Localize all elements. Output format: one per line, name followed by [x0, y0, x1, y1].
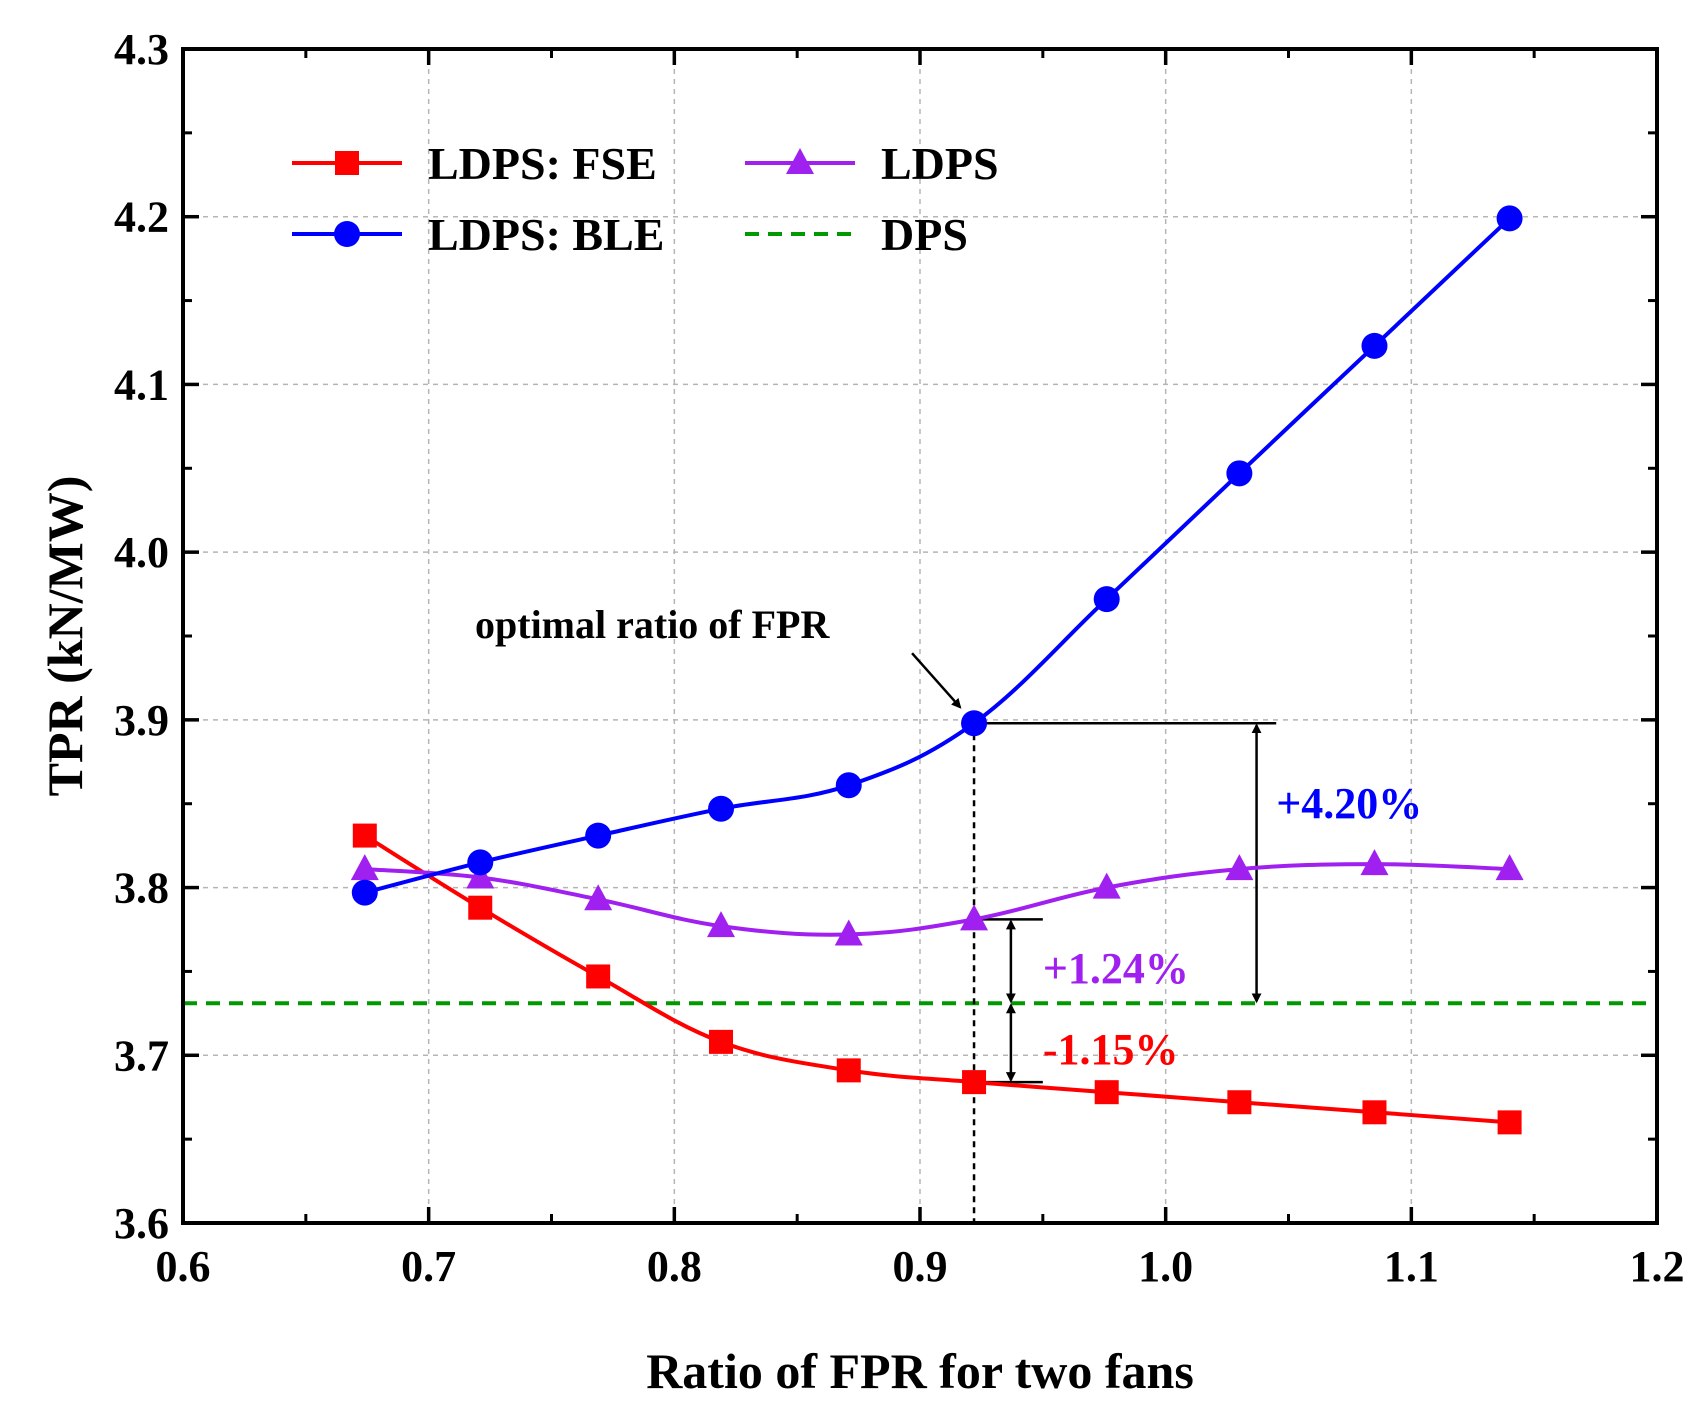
ldps-fse-point [709, 1029, 734, 1054]
ldps-ble-point [1093, 586, 1120, 613]
y-axis-title: TPR (kN/MW) [37, 476, 93, 797]
annotation-fse-loss: -1.15% [1043, 1025, 1179, 1074]
x-tick-label: 0.7 [401, 1242, 456, 1291]
ldps-fse-point [836, 1058, 861, 1083]
ldps-fse-point [1227, 1090, 1252, 1115]
ldps-ble-point [708, 795, 735, 822]
x-tick-label: 0.8 [647, 1242, 702, 1291]
x-tick-label: 1.2 [1630, 1242, 1685, 1291]
ldps-ble-point [351, 879, 378, 906]
legend-marker-ldps [786, 148, 814, 174]
ldps-ble-line [364, 216, 1511, 895]
ldps-fse-line [363, 833, 1510, 1125]
ldps-point [834, 919, 863, 946]
legend-marker-ldps-fse [335, 151, 359, 175]
legend-label-ldps-fse: LDPS: FSE [428, 138, 657, 189]
y-tick-label: 3.6 [114, 1199, 169, 1248]
axis-ticks: 0.6 0.7 0.8 0.9 1.0 1.1 1.2 3.6 3.7 3.8 3.9 4.0 4.1 4… [114, 25, 1685, 1291]
legend-item-ldps-fse: LDPS: FSE [292, 138, 657, 189]
legend: LDPS: FSE LDPS: BLE LDPS DPS [292, 138, 999, 260]
x-tick-label: 0.6 [156, 1242, 211, 1291]
ldps-fse-point [1094, 1080, 1119, 1105]
ldps-point [707, 911, 736, 938]
ldps-ble-point [1496, 205, 1523, 232]
y-tick-label: 4.0 [114, 528, 169, 577]
y-tick-label: 4.1 [114, 360, 169, 409]
series-ldps-ble [351, 205, 1523, 906]
ldps-point [350, 854, 379, 881]
ldps-point [1092, 872, 1121, 899]
ldps-fse-point [1362, 1100, 1387, 1125]
annotation-ble-gain: +4.20% [1276, 779, 1422, 828]
ldps-ble-point [1226, 460, 1253, 487]
ldps-point [1495, 854, 1524, 881]
y-tick-label: 3.9 [114, 696, 169, 745]
annotation-lines [911, 652, 1277, 1223]
series-layer [350, 205, 1524, 1135]
ldps-fse-point [586, 964, 611, 989]
ldps-ble-point [467, 849, 494, 876]
ldps-point [1225, 854, 1254, 881]
annotation-optimal-ratio: optimal ratio of FPR [475, 602, 830, 647]
y-tick-label: 3.7 [114, 1031, 169, 1080]
y-tick-label: 4.2 [114, 193, 169, 242]
x-axis-title: Ratio of FPR for two fans [646, 1343, 1194, 1399]
ldps-point [960, 904, 989, 931]
legend-label-ldps-ble: LDPS: BLE [428, 209, 664, 260]
x-tick-label: 1.0 [1138, 1242, 1193, 1291]
legend-item-ldps-ble: LDPS: BLE [292, 209, 664, 260]
legend-label-dps: DPS [881, 209, 968, 260]
ldps-fse-point [352, 823, 377, 848]
x-tick-label: 1.1 [1384, 1242, 1439, 1291]
ldps-point [584, 884, 613, 911]
ldps-ble-point [1361, 332, 1388, 359]
ldps-ble-point [961, 710, 988, 737]
legend-item-dps: DPS [745, 209, 968, 260]
ldps-fse-point [468, 895, 493, 920]
series-ldps-fse [352, 823, 1522, 1135]
ldps-fse-point [962, 1070, 987, 1095]
ldps-point [1360, 849, 1389, 876]
ldps-ble-point [835, 772, 862, 799]
y-tick-label: 3.8 [114, 864, 169, 913]
ldps-ble-point [585, 822, 612, 849]
ldps-point [466, 862, 495, 889]
annotation-ldps-gain: +1.24% [1043, 944, 1189, 993]
x-tick-label: 0.9 [893, 1242, 948, 1291]
legend-label-ldps: LDPS [881, 138, 999, 189]
ldps-line [364, 862, 1510, 937]
ldps-fse-point [1497, 1110, 1522, 1135]
legend-item-ldps: LDPS [745, 138, 999, 189]
series-ldps [350, 849, 1524, 946]
optimal-pointer-arrow [911, 652, 962, 709]
y-tick-label: 4.3 [114, 25, 169, 74]
legend-marker-ldps-ble [334, 221, 360, 247]
